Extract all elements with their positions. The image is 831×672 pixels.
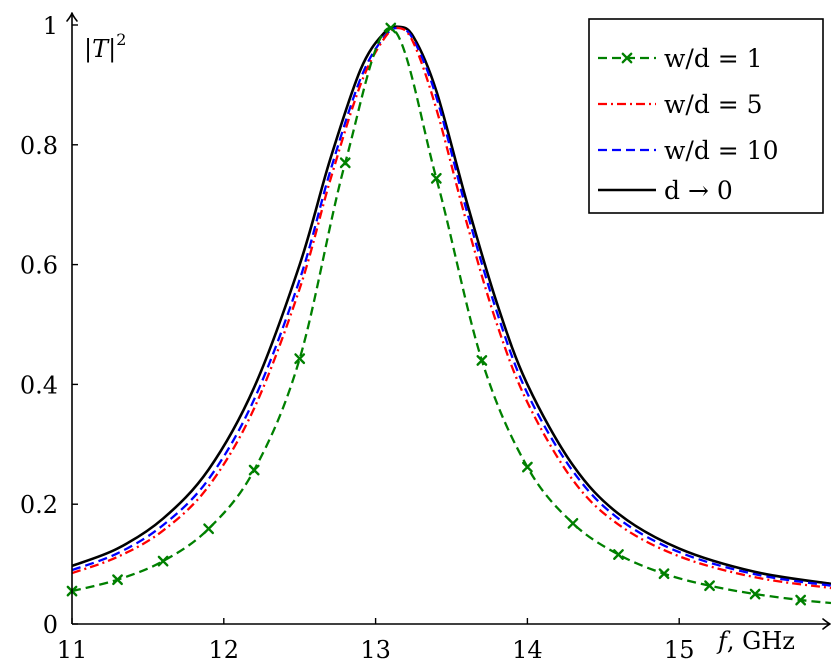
series-line-2 xyxy=(72,26,831,590)
series-1-marker xyxy=(430,172,442,184)
legend-box xyxy=(588,18,824,214)
series-1-marker xyxy=(385,22,397,34)
series-1-marker xyxy=(795,594,807,606)
y-tick-label: 0 xyxy=(43,611,58,639)
x-tick-label: 11 xyxy=(57,636,88,664)
legend-label: w/d = 5 xyxy=(664,90,763,119)
series-1-marker xyxy=(567,517,579,529)
y-tick-label: 0.2 xyxy=(20,491,58,519)
legend-marker xyxy=(621,52,633,64)
x-axis-label: f, GHz xyxy=(716,627,795,655)
curves xyxy=(72,25,831,605)
x-axis-arrow xyxy=(822,618,831,630)
y-tick-label: 1 xyxy=(43,12,58,40)
y-ticks: 0 0.2 0.4 0.6 0.8 1 xyxy=(20,12,78,639)
markers xyxy=(66,22,807,606)
x-tick-label: 12 xyxy=(209,636,240,664)
y-tick-label: 0.4 xyxy=(20,371,58,399)
legend-label: d → 0 xyxy=(664,176,733,205)
series-1-marker xyxy=(522,461,533,473)
series-1-marker xyxy=(613,549,624,560)
series-1-marker xyxy=(476,355,488,366)
series-1-marker xyxy=(294,353,306,365)
x-ticks: 11 12 13 14 15 xyxy=(57,618,695,664)
axes xyxy=(66,12,831,630)
y-axis-label: |T|2 xyxy=(84,30,126,64)
legend: w/d = 1 w/d = 5 w/d = 10 d → 0 xyxy=(588,18,824,214)
legend-label: w/d = 1 xyxy=(664,44,763,73)
x-tick-label: 14 xyxy=(512,636,543,664)
legend-label: w/d = 10 xyxy=(664,136,778,165)
series-line-1 xyxy=(72,26,831,605)
series-1-marker xyxy=(157,555,169,567)
series-1-marker xyxy=(248,464,260,476)
series-1-marker xyxy=(658,568,670,580)
series-1-marker xyxy=(749,588,761,600)
y-tick-label: 0.6 xyxy=(20,252,58,280)
series-1-marker xyxy=(339,157,351,169)
series-1-marker xyxy=(112,574,123,586)
x-tick-label: 15 xyxy=(664,636,695,664)
series-1-marker xyxy=(203,523,215,535)
series-1-marker xyxy=(704,580,715,592)
legend-entries: w/d = 1 w/d = 5 w/d = 10 d → 0 xyxy=(598,44,778,205)
y-axis-arrow xyxy=(66,12,78,22)
series-line-3 xyxy=(72,26,831,587)
plot-area xyxy=(66,22,831,606)
series-line-4 xyxy=(72,25,831,586)
x-tick-label: 13 xyxy=(360,636,391,664)
y-tick-label: 0.8 xyxy=(20,132,58,160)
